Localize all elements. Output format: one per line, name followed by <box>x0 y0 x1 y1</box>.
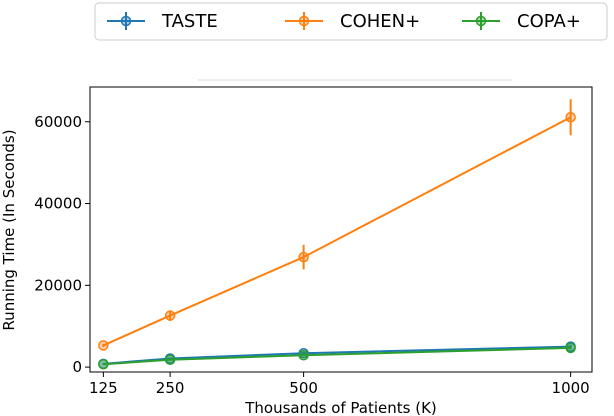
data-point <box>565 342 576 354</box>
legend-entry: TASTE <box>107 11 218 32</box>
series-line <box>103 346 571 366</box>
series-line <box>102 116 572 347</box>
data-point <box>298 349 309 361</box>
x-tick-label: 500 <box>289 379 318 397</box>
legend-frame <box>94 2 608 41</box>
x-tick-label: 125 <box>89 379 118 397</box>
series-cohen- <box>98 99 576 351</box>
x-tick-label: 1000 <box>552 379 590 397</box>
series-copa- <box>98 342 576 370</box>
legend-label: COPA+ <box>517 11 581 32</box>
plot-area: 125 250 500 1000 0 20000 40000 60000 <box>34 86 593 397</box>
legend-entry: COPA+ <box>462 11 581 32</box>
legend-entry: COHEN+ <box>285 11 420 32</box>
data-point <box>565 112 576 123</box>
data-point <box>98 358 109 370</box>
legend-swatch-marker <box>475 15 487 27</box>
x-axis-label: Thousands of Patients (K) <box>244 399 437 416</box>
x-axis: 125 250 500 1000 <box>89 372 590 397</box>
y-tick-label: 0 <box>72 358 82 376</box>
x-tick-label: 250 <box>156 379 185 397</box>
data-point <box>164 354 176 365</box>
legend: TASTE COHEN+ COPA+ <box>94 2 608 41</box>
y-tick-label: 20000 <box>34 276 82 294</box>
data-point <box>298 251 309 263</box>
y-axis: 0 20000 40000 60000 <box>34 113 90 376</box>
legend-swatch-marker <box>298 15 310 27</box>
legend-label: TASTE <box>161 11 218 32</box>
y-tick-label: 60000 <box>34 113 82 131</box>
legend-swatch-marker <box>120 15 132 27</box>
axes-frame <box>89 86 593 373</box>
legend-label: COHEN+ <box>340 11 420 32</box>
y-tick-label: 40000 <box>34 195 82 213</box>
data-point <box>98 340 109 351</box>
data-point <box>164 310 176 321</box>
y-axis-label: Running Time (In Seconds) <box>0 129 18 330</box>
series-layer <box>98 99 576 370</box>
